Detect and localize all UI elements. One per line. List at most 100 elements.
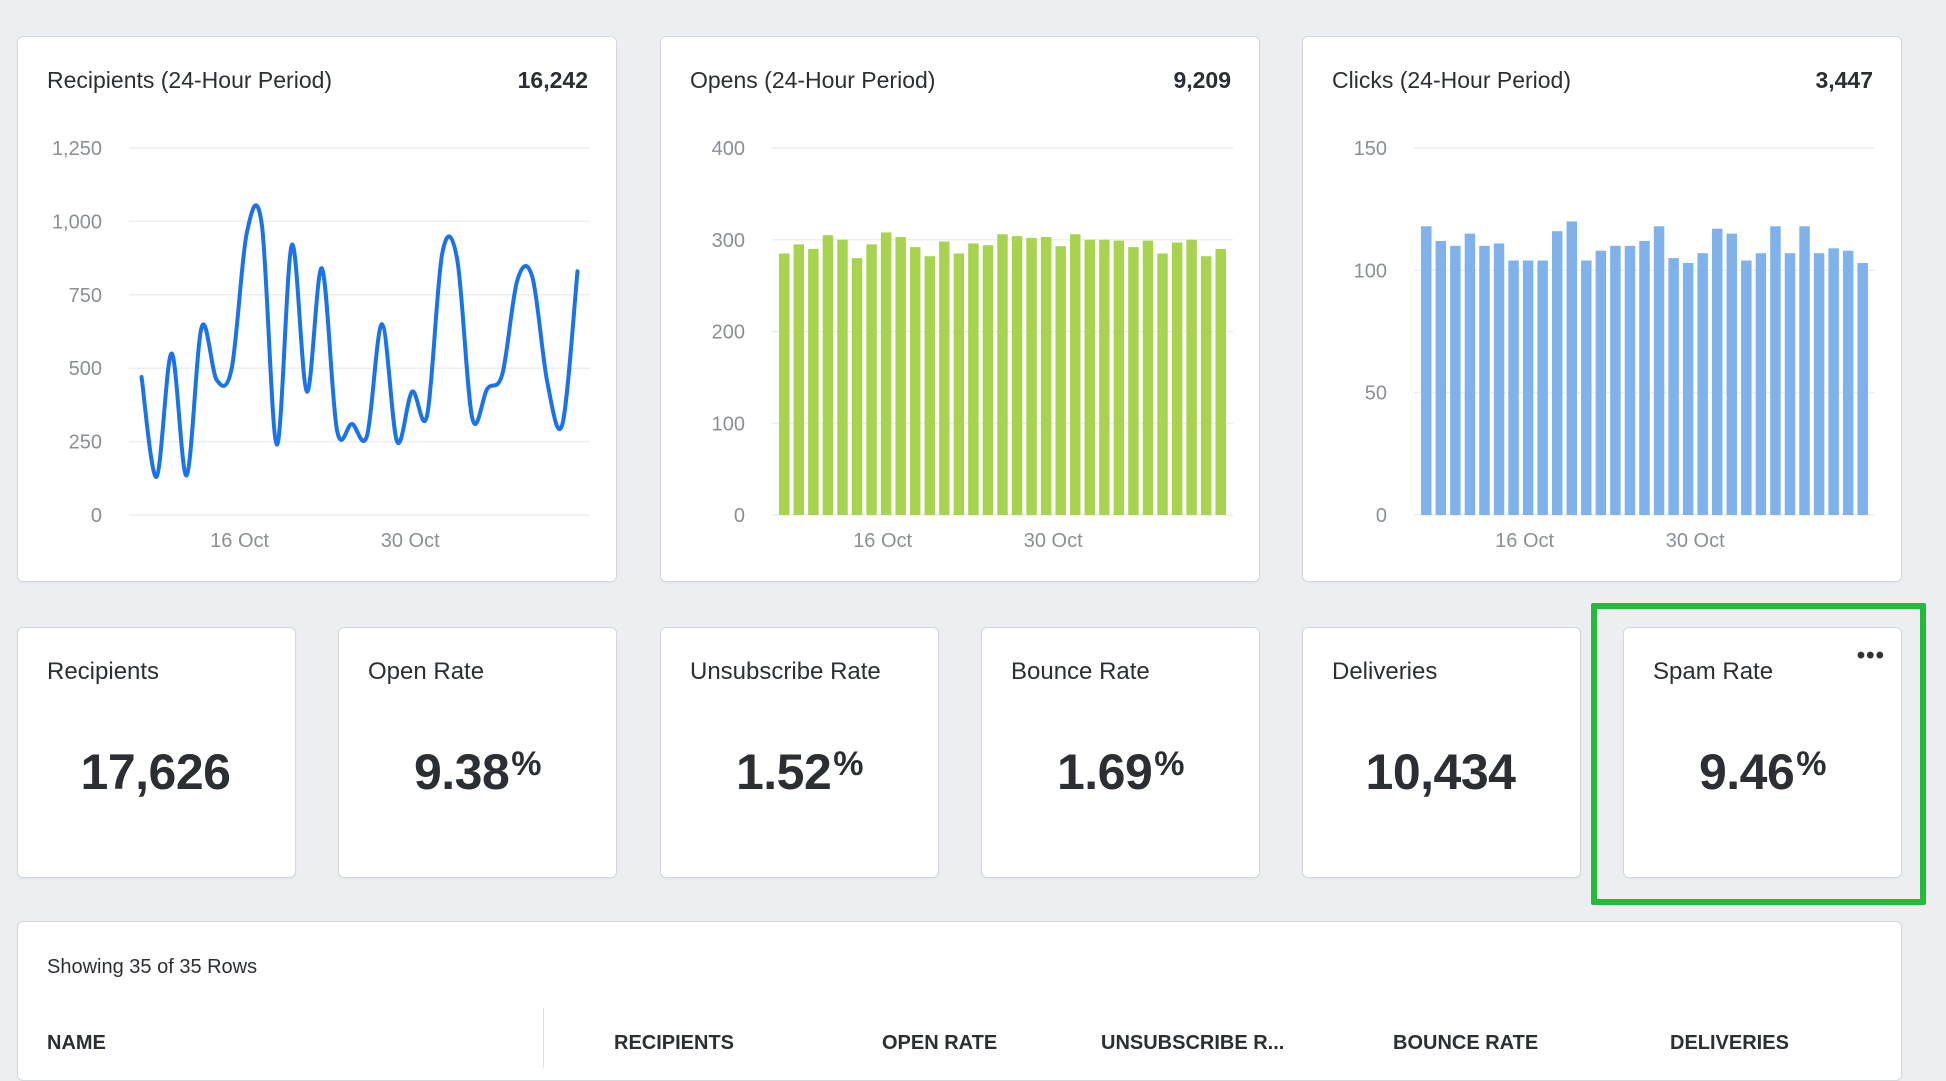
bar — [1697, 253, 1708, 515]
column-divider[interactable] — [543, 1008, 544, 1068]
metric-card-bounce-rate: Bounce Rate 1.69% — [981, 627, 1260, 878]
bar — [1215, 248, 1226, 516]
metric-label: Bounce Rate — [1011, 658, 1150, 685]
opens-chart-card: Opens (24-Hour Period) 9,209 400 300 200 10… — [660, 36, 1260, 582]
x-tick-label: 16 Oct — [210, 530, 269, 552]
bar — [1784, 253, 1796, 515]
bar — [1653, 226, 1665, 515]
y-tick-label: 400 — [712, 138, 745, 160]
metric-number: 1.52 — [735, 744, 832, 800]
bar — [1581, 260, 1592, 515]
more-horizontal-icon[interactable]: ••• — [1856, 642, 1885, 669]
bar — [1157, 253, 1168, 515]
bar — [1200, 256, 1212, 515]
bar — [880, 232, 892, 515]
data-table: Showing 35 of 35 Rows NAME RECIPIENTS OP… — [17, 921, 1902, 1081]
bar — [997, 234, 1008, 515]
y-tick-label: 150 — [1354, 138, 1387, 160]
clicks-bar-chart: 150 100 50 0 16 Oct 30 Oct — [1354, 138, 1875, 552]
bar — [822, 235, 834, 515]
metric-number: 10,434 — [1365, 744, 1516, 800]
y-tick-label: 100 — [712, 413, 745, 435]
bar — [1741, 260, 1752, 515]
clicks-chart-card: Clicks (24-Hour Period) 3,447 150 100 50 0 1… — [1302, 36, 1902, 582]
metric-value: 10,434 — [1303, 743, 1580, 801]
bar — [1610, 245, 1621, 515]
bar — [1186, 239, 1197, 515]
column-header-bounce-rate[interactable]: BOUNCE RATE — [1393, 1032, 1539, 1054]
y-tick-label: 0 — [1376, 505, 1387, 527]
metric-value: 1.69% — [982, 743, 1259, 801]
bar — [1099, 239, 1110, 515]
chart-total: 9,209 — [1173, 67, 1231, 93]
y-tick-label: 1,000 — [52, 211, 102, 233]
bar — [1624, 245, 1636, 515]
column-header-deliveries[interactable]: DELIVERIES — [1670, 1032, 1789, 1054]
bar — [968, 243, 979, 516]
bar — [895, 236, 906, 515]
bar — [1813, 253, 1825, 515]
bar — [1566, 221, 1577, 515]
opens-bar-chart: 400 300 200 100 0 16 Oct 30 Oct — [712, 138, 1233, 552]
bar — [924, 256, 935, 515]
bar — [1857, 262, 1868, 515]
y-tick-label: 1,250 — [52, 138, 102, 160]
bar — [1171, 242, 1183, 515]
bar — [1026, 237, 1037, 516]
bar — [1128, 247, 1139, 515]
bar — [1040, 236, 1052, 515]
column-header-recipients[interactable]: RECIPIENTS — [614, 1032, 735, 1054]
bar — [1070, 234, 1081, 515]
bar — [909, 247, 921, 515]
metric-number: 1.69 — [1056, 744, 1153, 800]
metric-card-deliveries: Deliveries 10,434 — [1302, 627, 1581, 878]
bar — [939, 241, 950, 515]
metric-label: Unsubscribe Rate — [690, 658, 881, 685]
column-header-name[interactable]: NAME — [47, 1032, 106, 1054]
column-header-unsubscribe-rate[interactable]: UNSUBSCRIBE R... — [1101, 1032, 1285, 1054]
metric-card-unsubscribe-rate: Unsubscribe Rate 1.52% — [660, 627, 939, 878]
metric-unit: % — [1154, 745, 1185, 783]
bar — [1493, 243, 1505, 516]
bar — [1450, 245, 1461, 515]
bar — [866, 244, 877, 515]
column-header-open-rate[interactable]: OPEN RATE — [882, 1032, 998, 1054]
bar — [793, 244, 805, 515]
y-tick-label: 500 — [69, 358, 102, 380]
y-tick-label: 750 — [69, 285, 102, 307]
metric-unit: % — [833, 745, 864, 783]
bar — [1726, 233, 1738, 515]
bar — [1828, 248, 1839, 515]
metric-number: 9.38 — [413, 744, 510, 800]
bar — [1770, 226, 1781, 515]
chart-total: 3,447 — [1815, 67, 1873, 93]
bar — [1084, 239, 1096, 515]
rows-count: Showing 35 of 35 Rows — [47, 956, 258, 978]
bar — [1421, 226, 1432, 515]
bar — [1435, 240, 1447, 515]
y-tick-label: 50 — [1365, 383, 1387, 405]
bar — [1113, 240, 1125, 516]
metric-card-spam-rate[interactable]: Spam Rate ••• 9.46% — [1623, 627, 1902, 878]
bar — [1639, 240, 1650, 515]
metric-unit: % — [511, 745, 542, 783]
bar — [1508, 260, 1519, 515]
x-tick-label: 16 Oct — [1495, 530, 1554, 552]
metric-value: 9.46% — [1624, 743, 1901, 801]
recipients-chart-card: Recipients (24-Hour Period) 16,242 1,250… — [17, 36, 617, 582]
bar — [1595, 250, 1607, 515]
metric-value: 17,626 — [18, 743, 295, 801]
metric-number: 17,626 — [80, 744, 231, 800]
x-tick-label: 30 Oct — [381, 530, 440, 552]
bar — [1479, 245, 1490, 515]
chart-title: Clicks (24-Hour Period) — [1332, 67, 1572, 93]
bar — [779, 253, 790, 515]
bar — [1011, 236, 1023, 515]
metric-card-open-rate: Open Rate 9.38% — [338, 627, 617, 878]
chart-title: Recipients (24-Hour Period) — [47, 67, 333, 93]
metric-label: Deliveries — [1332, 658, 1438, 685]
bar — [837, 239, 848, 515]
y-tick-label: 250 — [69, 432, 102, 454]
chart-total: 16,242 — [517, 67, 588, 93]
y-tick-label: 100 — [1354, 260, 1387, 282]
